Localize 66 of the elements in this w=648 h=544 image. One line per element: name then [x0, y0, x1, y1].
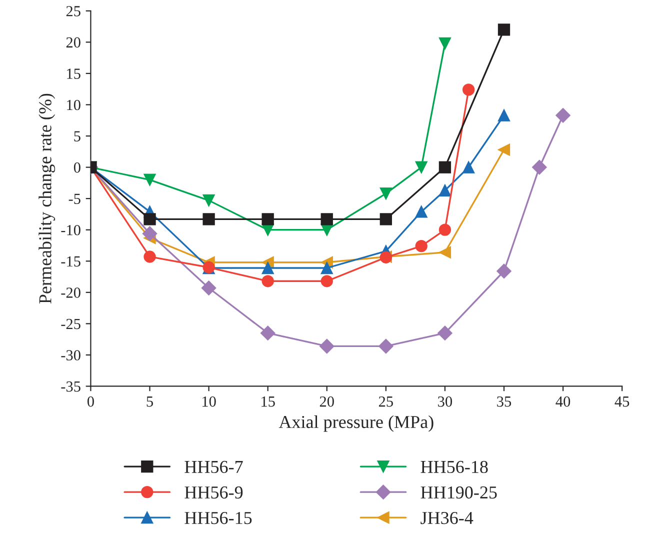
legend-label: JH36-4 [420, 512, 474, 524]
x-tick-label: 25 [378, 396, 393, 407]
point [202, 194, 215, 207]
point [438, 37, 452, 50]
y-tick-label: 5 [74, 131, 80, 142]
x-axis-title: Axial pressure (MPa) [278, 415, 434, 432]
point [498, 109, 510, 122]
point [438, 224, 452, 236]
point [498, 144, 510, 156]
point [415, 206, 428, 218]
point [202, 213, 215, 226]
x-tick-label: 5 [146, 396, 153, 407]
point [496, 264, 512, 279]
point [262, 262, 274, 274]
point [144, 213, 156, 226]
point [498, 24, 510, 36]
point [438, 161, 452, 174]
y-tick-label: -25 [61, 318, 80, 330]
y-tick-label: -15 [61, 256, 80, 267]
x-tick-label: 40 [556, 396, 570, 407]
point [462, 84, 475, 96]
point [415, 161, 428, 174]
legend-label: HH190-25 [420, 486, 497, 499]
x-tick-label: 0 [87, 396, 94, 407]
point [201, 280, 216, 296]
point [532, 160, 547, 175]
point [415, 240, 428, 252]
point [438, 326, 452, 340]
point [142, 226, 158, 241]
point [438, 184, 452, 197]
point [262, 275, 274, 288]
point [556, 108, 570, 123]
x-tick-label: 30 [438, 396, 452, 407]
point [144, 174, 156, 186]
point [144, 250, 156, 263]
x-tick-label: 20 [320, 396, 334, 407]
legend-label: HH56-15 [184, 512, 252, 524]
x-tick-label: 15 [262, 396, 275, 407]
point [378, 338, 394, 354]
point [438, 246, 452, 258]
y-tick-label: 20 [66, 37, 80, 48]
point [260, 326, 276, 340]
point [380, 213, 392, 226]
y-tick-label: 10 [67, 100, 80, 110]
y-tick-label: 0 [74, 162, 80, 173]
y-tick-label: -30 [61, 350, 80, 360]
x-tick-label: 35 [497, 396, 512, 407]
y-axis-title: Permeability change rate (%) [38, 94, 56, 304]
y-tick-label: 15 [67, 68, 80, 79]
x-tick-label: 45 [614, 396, 630, 407]
x-tick-label: 10 [202, 396, 216, 407]
legend-label: HH56-7 [184, 460, 243, 474]
point [320, 213, 333, 226]
y-tick-label: -5 [68, 194, 80, 204]
point [320, 262, 333, 274]
legend-label: HH56-9 [184, 486, 243, 499]
y-tick-label: 25 [66, 6, 80, 16]
point [462, 161, 475, 174]
point [380, 187, 392, 200]
point [262, 213, 274, 226]
point [320, 275, 333, 288]
y-tick-label: -35 [61, 381, 80, 392]
y-tick-label: -20 [61, 288, 80, 298]
legend-label: HH56-18 [420, 460, 488, 474]
y-tick-label: -10 [61, 224, 80, 236]
point [319, 338, 334, 354]
